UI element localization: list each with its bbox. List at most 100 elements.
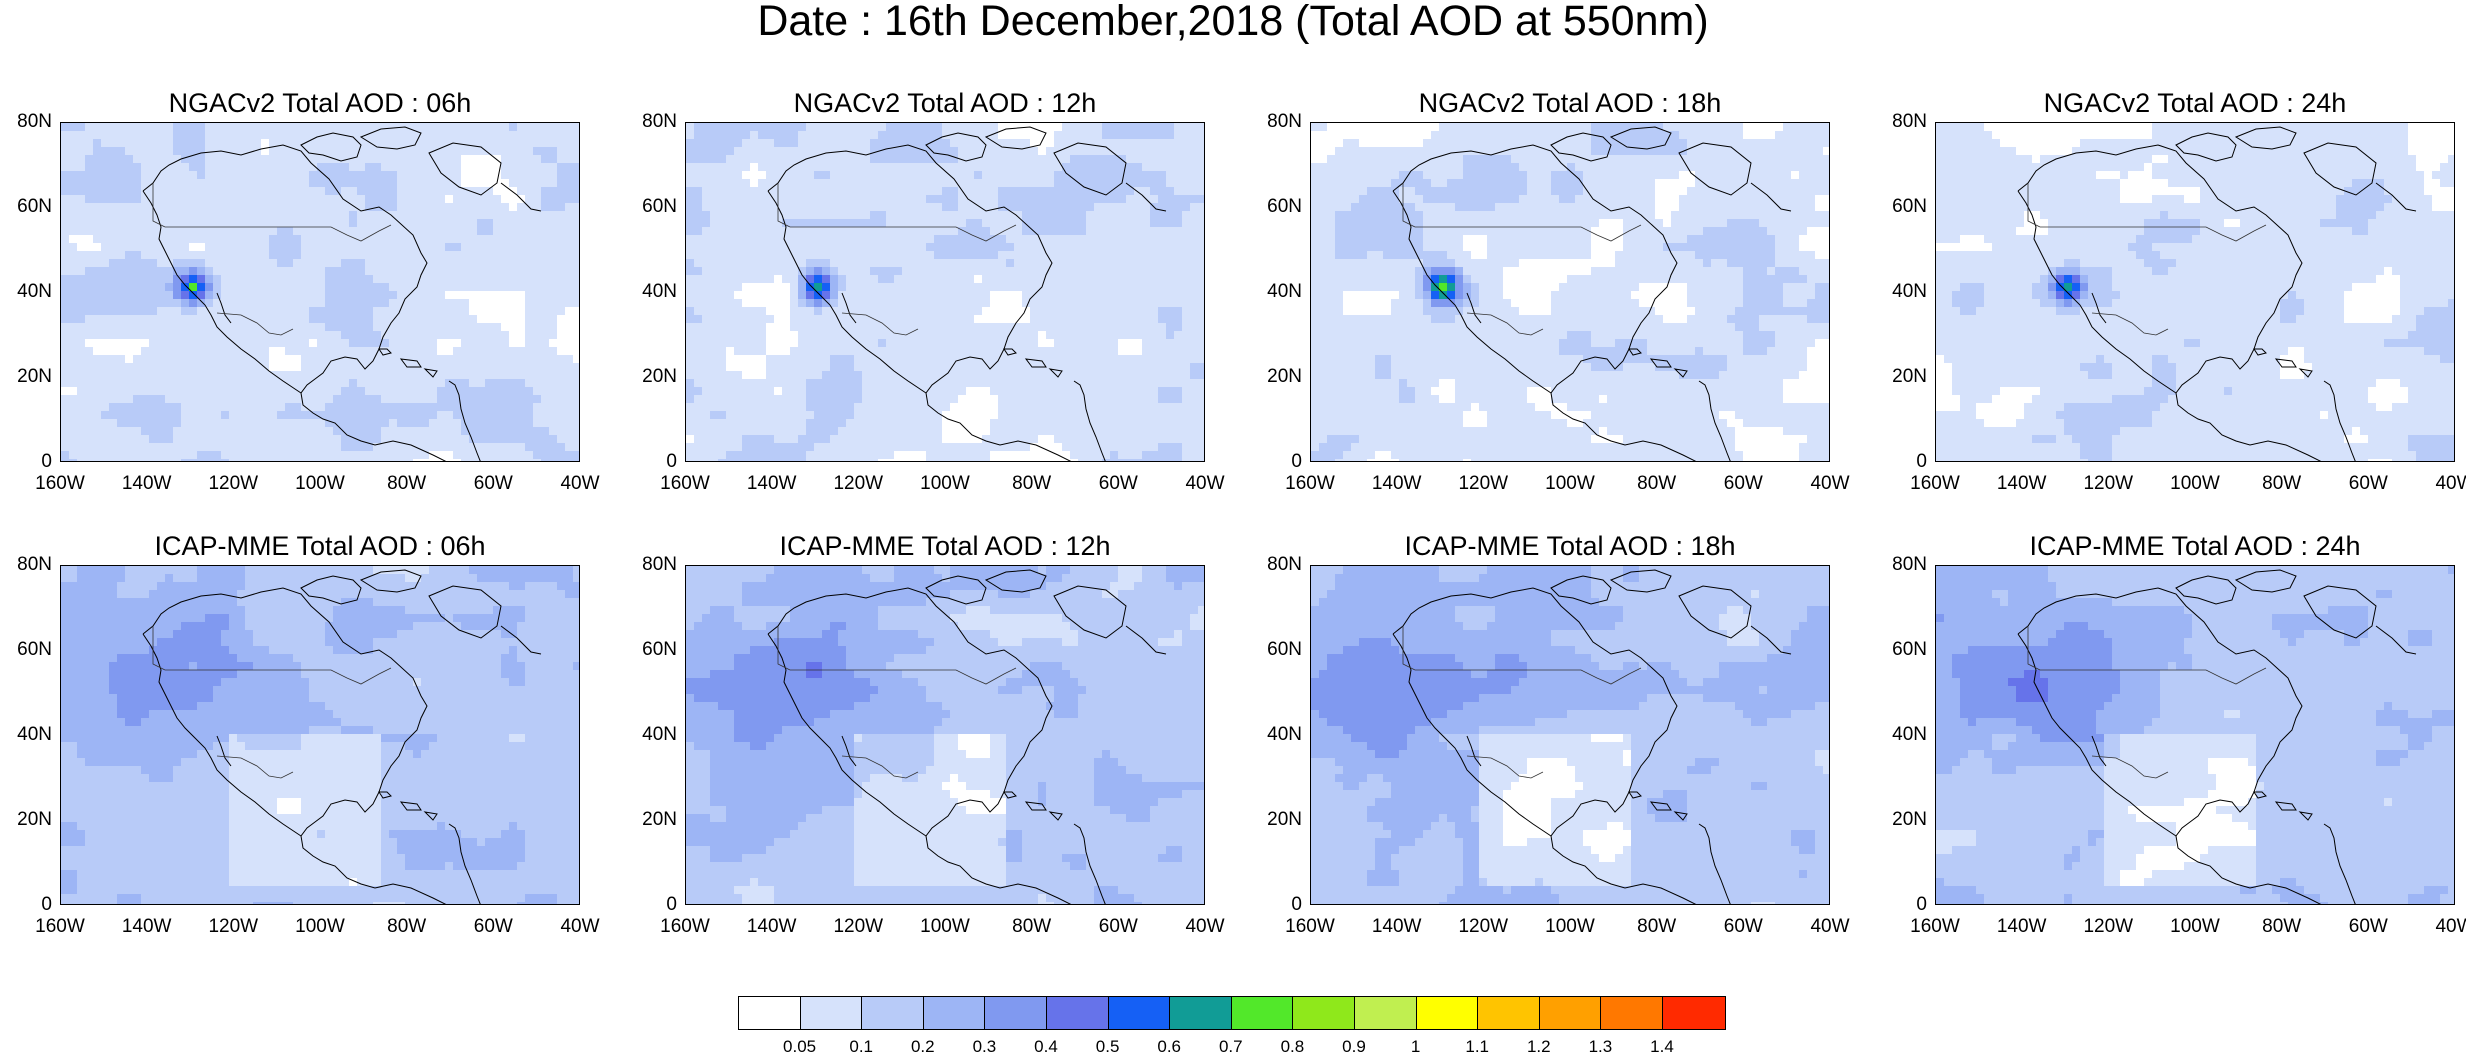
aod-cell (221, 123, 229, 131)
aod-cell (734, 147, 742, 155)
aod-cell (958, 211, 966, 219)
aod-cell (1070, 171, 1078, 179)
aod-cell (878, 339, 886, 347)
aod-cell (1094, 411, 1102, 419)
aod-cell (1022, 331, 1030, 339)
aod-cell (213, 315, 221, 323)
aod-cell (357, 371, 365, 379)
aod-cell (309, 299, 317, 307)
aod-cell (181, 411, 189, 419)
aod-cell (205, 139, 213, 147)
aod-cell (782, 371, 790, 379)
aod-cell (285, 339, 293, 347)
aod-cell (1070, 163, 1078, 171)
aod-cell (261, 251, 269, 259)
aod-cell (774, 355, 782, 363)
aod-cell (846, 187, 854, 195)
aod-cell (541, 395, 549, 403)
aod-cell (485, 283, 493, 291)
aod-cell (686, 235, 694, 243)
aod-cell (133, 267, 141, 275)
aod-cell (381, 203, 389, 211)
aod-cell (197, 203, 205, 211)
aod-cell (525, 131, 533, 139)
aod-cell (197, 235, 205, 243)
aod-cell (1142, 147, 1150, 155)
aod-cell (389, 187, 397, 195)
aod-cell (157, 147, 165, 155)
aod-cell (189, 195, 197, 203)
aod-cell (1126, 227, 1134, 235)
aod-cell (501, 435, 509, 443)
aod-cell (549, 195, 557, 203)
aod-cell (429, 195, 437, 203)
aod-cell (157, 259, 165, 267)
aod-cell (1022, 299, 1030, 307)
aod-cell (1110, 267, 1118, 275)
aod-cell (221, 147, 229, 155)
aod-cell (333, 307, 341, 315)
aod-cell (517, 275, 525, 283)
aod-cell (565, 131, 573, 139)
aod-cell (205, 275, 213, 283)
aod-cell (221, 363, 229, 371)
aod-cell (982, 187, 990, 195)
aod-cell (381, 451, 389, 459)
aod-cell (317, 403, 325, 411)
aod-cell (317, 315, 325, 323)
aod-cell (141, 275, 149, 283)
aod-cell (493, 427, 501, 435)
aod-cell (101, 147, 109, 155)
aod-cell (533, 195, 541, 203)
aod-cell (373, 395, 381, 403)
aod-cell (1006, 363, 1014, 371)
aod-cell (814, 123, 822, 131)
aod-cell (726, 187, 734, 195)
aod-cell (197, 331, 205, 339)
aod-cell (1142, 275, 1150, 283)
aod-cell (862, 387, 870, 395)
aod-cell (213, 171, 221, 179)
aod-cell (549, 459, 557, 461)
aod-cell (1134, 227, 1142, 235)
aod-cell (213, 435, 221, 443)
aod-cell (1078, 331, 1086, 339)
aod-cell (405, 411, 413, 419)
aod-cell (573, 379, 579, 387)
aod-cell (557, 123, 565, 131)
aod-cell (365, 187, 373, 195)
aod-cell (309, 227, 317, 235)
aod-cell (1110, 211, 1118, 219)
aod-cell (93, 235, 101, 243)
aod-cell (165, 427, 173, 435)
aod-cell (141, 395, 149, 403)
aod-cell (1078, 171, 1086, 179)
aod-cell (1006, 163, 1014, 171)
aod-cell (918, 419, 926, 427)
aod-cell (141, 347, 149, 355)
aod-cell (165, 395, 173, 403)
aod-cell (493, 411, 501, 419)
aod-cell (1054, 387, 1062, 395)
aod-cell (710, 395, 718, 403)
aod-cell (854, 387, 862, 395)
aod-cell (950, 291, 958, 299)
aod-cell (1118, 139, 1126, 147)
aod-cell (157, 203, 165, 211)
aod-cell (1126, 179, 1134, 187)
aod-cell (950, 123, 958, 131)
aod-cell (1102, 323, 1110, 331)
aod-cell (686, 155, 694, 163)
aod-cell (381, 299, 389, 307)
aod-cell (61, 291, 69, 299)
aod-cell (1070, 211, 1078, 219)
aod-cell (477, 459, 485, 461)
aod-cell (573, 235, 579, 243)
aod-cell (493, 227, 501, 235)
aod-cell (149, 235, 157, 243)
aod-cell (854, 323, 862, 331)
aod-cell (926, 411, 934, 419)
aod-cell (381, 331, 389, 339)
aod-cell (293, 443, 301, 451)
aod-cell (109, 251, 117, 259)
